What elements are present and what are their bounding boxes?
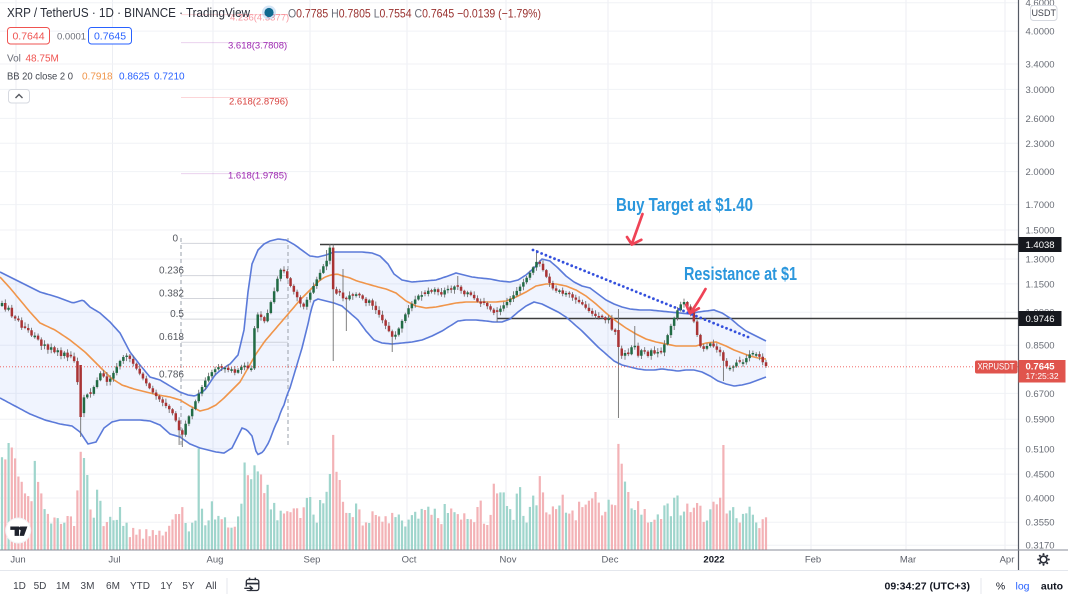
svg-text:0.8625: 0.8625 bbox=[119, 72, 150, 83]
svg-text:09:34:27 (UTC+3): 09:34:27 (UTC+3) bbox=[885, 581, 971, 593]
svg-text:1.3000: 1.3000 bbox=[1026, 255, 1055, 266]
svg-text:log: log bbox=[1015, 581, 1029, 593]
svg-text:3.618(3.7808): 3.618(3.7808) bbox=[228, 41, 287, 52]
svg-text:1.7000: 1.7000 bbox=[1026, 200, 1055, 211]
svg-text:0.5100: 0.5100 bbox=[1026, 444, 1055, 455]
svg-text:1D: 1D bbox=[13, 581, 26, 592]
svg-text:O0.7785 H0.7805 L0.7554 C0.764: O0.7785 H0.7805 L0.7554 C0.7645 −0.0139 … bbox=[288, 7, 541, 21]
svg-text:0.236: 0.236 bbox=[159, 266, 184, 277]
svg-text:2022: 2022 bbox=[703, 555, 724, 566]
svg-text:XRPUSDT: XRPUSDT bbox=[978, 362, 1015, 372]
svg-text:6M: 6M bbox=[106, 581, 120, 592]
svg-text:auto: auto bbox=[1041, 581, 1063, 593]
svg-text:1.1500: 1.1500 bbox=[1026, 279, 1055, 290]
svg-text:All: All bbox=[205, 581, 216, 592]
svg-text:3.0000: 3.0000 bbox=[1026, 85, 1055, 96]
svg-text:USDT: USDT bbox=[1031, 8, 1056, 18]
svg-text:0: 0 bbox=[172, 234, 178, 245]
svg-text:0.7918: 0.7918 bbox=[82, 72, 113, 83]
svg-text:Resistance at $1: Resistance at $1 bbox=[684, 263, 797, 284]
svg-text:Jun: Jun bbox=[10, 555, 25, 566]
svg-text:0.4500: 0.4500 bbox=[1026, 470, 1055, 481]
svg-text:1.5000: 1.5000 bbox=[1026, 226, 1055, 237]
svg-text:17:25:32: 17:25:32 bbox=[1026, 371, 1059, 381]
svg-text:Nov: Nov bbox=[500, 555, 517, 566]
svg-text:3.4000: 3.4000 bbox=[1026, 60, 1055, 71]
svg-text:Vol: Vol bbox=[7, 54, 21, 65]
svg-text:0.5900: 0.5900 bbox=[1026, 415, 1055, 426]
svg-text:%: % bbox=[996, 581, 1005, 593]
svg-text:2.0000: 2.0000 bbox=[1026, 167, 1055, 178]
svg-text:2.6000: 2.6000 bbox=[1026, 114, 1055, 125]
svg-text:Feb: Feb bbox=[805, 555, 821, 566]
svg-text:0.7645: 0.7645 bbox=[94, 31, 126, 43]
svg-text:4.0000: 4.0000 bbox=[1026, 27, 1055, 38]
svg-text:0.5: 0.5 bbox=[170, 309, 184, 320]
svg-text:Jul: Jul bbox=[108, 555, 120, 566]
svg-text:BB 20 close 2 0: BB 20 close 2 0 bbox=[7, 72, 73, 83]
svg-text:0.3550: 0.3550 bbox=[1026, 518, 1055, 529]
svg-text:5D: 5D bbox=[34, 581, 47, 592]
svg-text:3M: 3M bbox=[81, 581, 95, 592]
svg-text:1Y: 1Y bbox=[160, 581, 173, 592]
svg-text:Buy Target at $1.40: Buy Target at $1.40 bbox=[616, 194, 753, 215]
svg-text:5Y: 5Y bbox=[182, 581, 195, 592]
svg-text:Apr: Apr bbox=[1000, 555, 1015, 566]
svg-text:Oct: Oct bbox=[402, 555, 417, 566]
svg-text:0.9746: 0.9746 bbox=[1026, 314, 1055, 325]
svg-text:Sep: Sep bbox=[304, 555, 321, 566]
svg-text:48.75M: 48.75M bbox=[26, 54, 59, 65]
svg-text:1.4038: 1.4038 bbox=[1026, 240, 1055, 251]
svg-text:0.4000: 0.4000 bbox=[1026, 494, 1055, 505]
svg-text:XRP / TetherUS · 1D · BINANCE: XRP / TetherUS · 1D · BINANCE · TradingV… bbox=[7, 6, 251, 20]
svg-text:Mar: Mar bbox=[900, 555, 916, 566]
svg-text:0.7644: 0.7644 bbox=[12, 31, 44, 43]
svg-text:0.8500: 0.8500 bbox=[1026, 341, 1055, 352]
svg-text:1M: 1M bbox=[56, 581, 70, 592]
svg-text:Aug: Aug bbox=[207, 555, 224, 566]
svg-text:0.382: 0.382 bbox=[159, 289, 184, 300]
svg-text:0.6700: 0.6700 bbox=[1026, 389, 1055, 400]
svg-text:YTD: YTD bbox=[130, 581, 150, 592]
svg-text:0.0001: 0.0001 bbox=[57, 32, 86, 43]
svg-text:0.618: 0.618 bbox=[159, 332, 184, 343]
svg-text:2.3000: 2.3000 bbox=[1026, 139, 1055, 150]
svg-text:0.7210: 0.7210 bbox=[154, 72, 185, 83]
svg-text:0.786: 0.786 bbox=[159, 370, 184, 381]
svg-text:1.618(1.9785): 1.618(1.9785) bbox=[228, 171, 287, 182]
svg-text:2.618(2.8796): 2.618(2.8796) bbox=[229, 97, 288, 108]
svg-text:Dec: Dec bbox=[602, 555, 619, 566]
